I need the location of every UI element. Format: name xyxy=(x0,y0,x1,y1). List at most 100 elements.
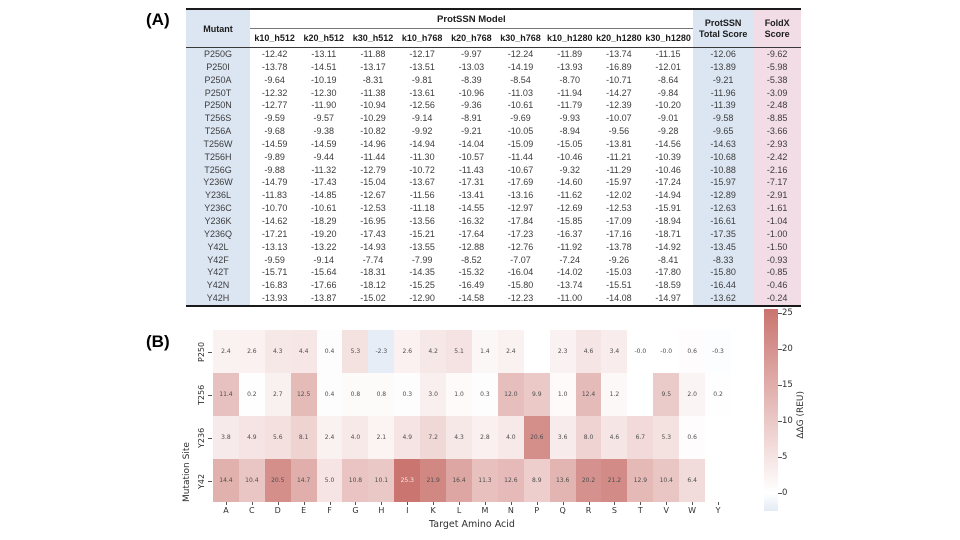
score-cell: -15.32 xyxy=(458,267,485,278)
column-header-line: Score xyxy=(764,28,790,39)
heatmap-cell-P250-H: -2.3 xyxy=(368,330,395,373)
heatmap-row-label-T256: T256 xyxy=(197,384,206,405)
heatmap-row-label-Y42: Y42 xyxy=(197,472,206,489)
score-cell: -17.43 xyxy=(360,228,386,239)
score-cell: -15.05 xyxy=(556,138,583,149)
total-score-cell: -9.58 xyxy=(692,112,754,126)
score-cell: -8.41 xyxy=(657,254,679,265)
score-cell: -17.80 xyxy=(655,267,681,278)
score-cell: -11.44 xyxy=(360,151,386,162)
score-cell: -17.31 xyxy=(458,177,485,188)
colorbar-tick-mark xyxy=(778,312,782,314)
foldx-score-cell: -9.62 xyxy=(753,47,801,61)
x-tick-mark xyxy=(588,502,590,505)
heatmap-cell-T256-I: 0.3 xyxy=(394,373,421,416)
heatmap-cell-T256-R: 12.4 xyxy=(575,373,602,416)
mutant-cell: P250I xyxy=(186,60,250,74)
heatmap-cell-P250-Y: -0.3 xyxy=(705,330,731,373)
total-score-cell: -17.35 xyxy=(692,227,754,241)
colorbar-label: ΔΔG (REU) xyxy=(796,391,806,439)
score-cell: -7.24 xyxy=(559,254,580,265)
score-cell: -11.43 xyxy=(458,164,484,175)
heatmap-column-label-Y: Y xyxy=(715,506,721,515)
score-cell: -12.77 xyxy=(261,100,288,111)
score-cell: -12.67 xyxy=(360,190,386,201)
score-cell: -9.38 xyxy=(313,126,335,137)
heatmap-cell-T256-H: 0.8 xyxy=(368,373,395,416)
mutant-cell: T256A xyxy=(186,125,250,138)
score-cell: -10.57 xyxy=(458,151,485,162)
score-cell: -17.69 xyxy=(507,177,534,188)
table-row-P250I: P250I -13.78 -14.51 -13.17 -13.51 -13.03 -14.1… xyxy=(186,60,801,74)
score-cell: -10.94 xyxy=(360,100,386,111)
colorbar-tick-mark xyxy=(778,420,782,422)
heatmap-column-label-N: N xyxy=(507,506,514,515)
colorbar-tick-mark xyxy=(778,456,782,458)
score-cell: -13.41 xyxy=(458,190,485,201)
x-tick-mark xyxy=(329,502,331,505)
foldx-score-cell: -5.98 xyxy=(753,60,801,74)
foldx-score-cell: -2.42 xyxy=(753,150,801,164)
heatmap-cell-P250-T: -0.0 xyxy=(627,330,654,373)
heatmap-cell-P250-F: 0.4 xyxy=(316,330,343,373)
score-cell: -16.83 xyxy=(261,280,288,291)
score-cell: -15.03 xyxy=(606,267,632,278)
score-cell: -10.82 xyxy=(360,126,386,137)
score-cell: -15.64 xyxy=(311,267,337,278)
score-cell: -13.61 xyxy=(409,87,435,98)
x-tick-mark xyxy=(484,502,486,505)
heatmap-cell-P250-Q: 2.3 xyxy=(549,330,576,373)
x-tick-mark xyxy=(251,502,253,505)
score-cell: -13.74 xyxy=(556,280,583,291)
mutant-cell: P250T xyxy=(186,86,250,100)
foldx-score-cell: -1.04 xyxy=(753,214,801,228)
colorbar-tick-label-15: 15 xyxy=(782,379,793,390)
heatmap-column-label-F: F xyxy=(327,506,332,515)
total-score-cell: -8.33 xyxy=(692,253,754,267)
heatmap-cell-T256-N: 12.0 xyxy=(497,373,524,416)
foldx-score-cell: -0.46 xyxy=(753,279,801,293)
score-cell: -12.01 xyxy=(655,61,681,72)
score-cell: -13.56 xyxy=(409,215,435,226)
score-cell: -11.18 xyxy=(409,203,435,214)
column-header-k20_h1280: k20_h1280 xyxy=(594,28,644,48)
heatmap-cell-Y236-E: 8.1 xyxy=(290,416,317,459)
score-cell: -11.38 xyxy=(360,87,386,98)
score-cell: -14.19 xyxy=(507,61,534,72)
foldx-score-cell: -1.61 xyxy=(753,202,801,215)
total-score-cell: -11.96 xyxy=(692,86,754,100)
score-cell: -7.07 xyxy=(510,254,531,265)
score-cell: -15.80 xyxy=(507,280,534,291)
score-cell: -12.24 xyxy=(507,49,534,59)
table-row-T256S: T256S -9.59 -9.57 -10.29 -9.14 -8.91 -9.69 -9.9… xyxy=(186,112,801,126)
score-cell: -11.32 xyxy=(311,164,337,175)
score-cell: -9.64 xyxy=(264,74,285,85)
score-cell: -16.37 xyxy=(556,228,583,239)
total-score-cell: -15.80 xyxy=(692,266,754,280)
score-cell: -9.84 xyxy=(657,87,679,98)
y-tick-mark xyxy=(208,351,212,353)
heatmap-row-label-Y236: Y236 xyxy=(197,427,206,448)
foldx-score-cell: -2.48 xyxy=(753,99,801,113)
column-header-line: Total Score xyxy=(699,28,748,39)
heatmap-cell-P250-G: 5.3 xyxy=(342,330,369,373)
score-cell: -10.67 xyxy=(507,164,534,175)
score-cell: -13.87 xyxy=(311,293,337,304)
score-cell: -11.03 xyxy=(508,87,533,98)
heatmap-cell-P250-V: -0.0 xyxy=(653,330,680,373)
mutant-cell: T256W xyxy=(186,137,250,151)
heatmap-cell-Y236-F: 2.4 xyxy=(316,416,343,459)
score-cell: -13.16 xyxy=(507,190,534,201)
score-cell: -12.69 xyxy=(556,203,583,214)
x-tick-mark xyxy=(303,502,305,505)
heatmap-cell-Y236-H: 2.1 xyxy=(368,416,395,459)
heatmap-cell-Y236-I: 4.9 xyxy=(394,416,421,459)
heatmap-cell-Y236-D: 5.6 xyxy=(264,416,291,459)
column-header-k20_h512: k20_h512 xyxy=(299,28,349,48)
table-row-T256H: T256H -9.89 -9.44 -11.44 -11.30 -10.57 -11.44 -… xyxy=(186,150,801,164)
score-cell: -9.59 xyxy=(264,254,285,265)
score-cell: -11.21 xyxy=(606,151,632,162)
heatmap-cell-P250-L: 5.1 xyxy=(446,330,472,373)
foldx-score-cell: -3.09 xyxy=(753,86,801,100)
heatmap-column-label-E: E xyxy=(301,506,307,515)
